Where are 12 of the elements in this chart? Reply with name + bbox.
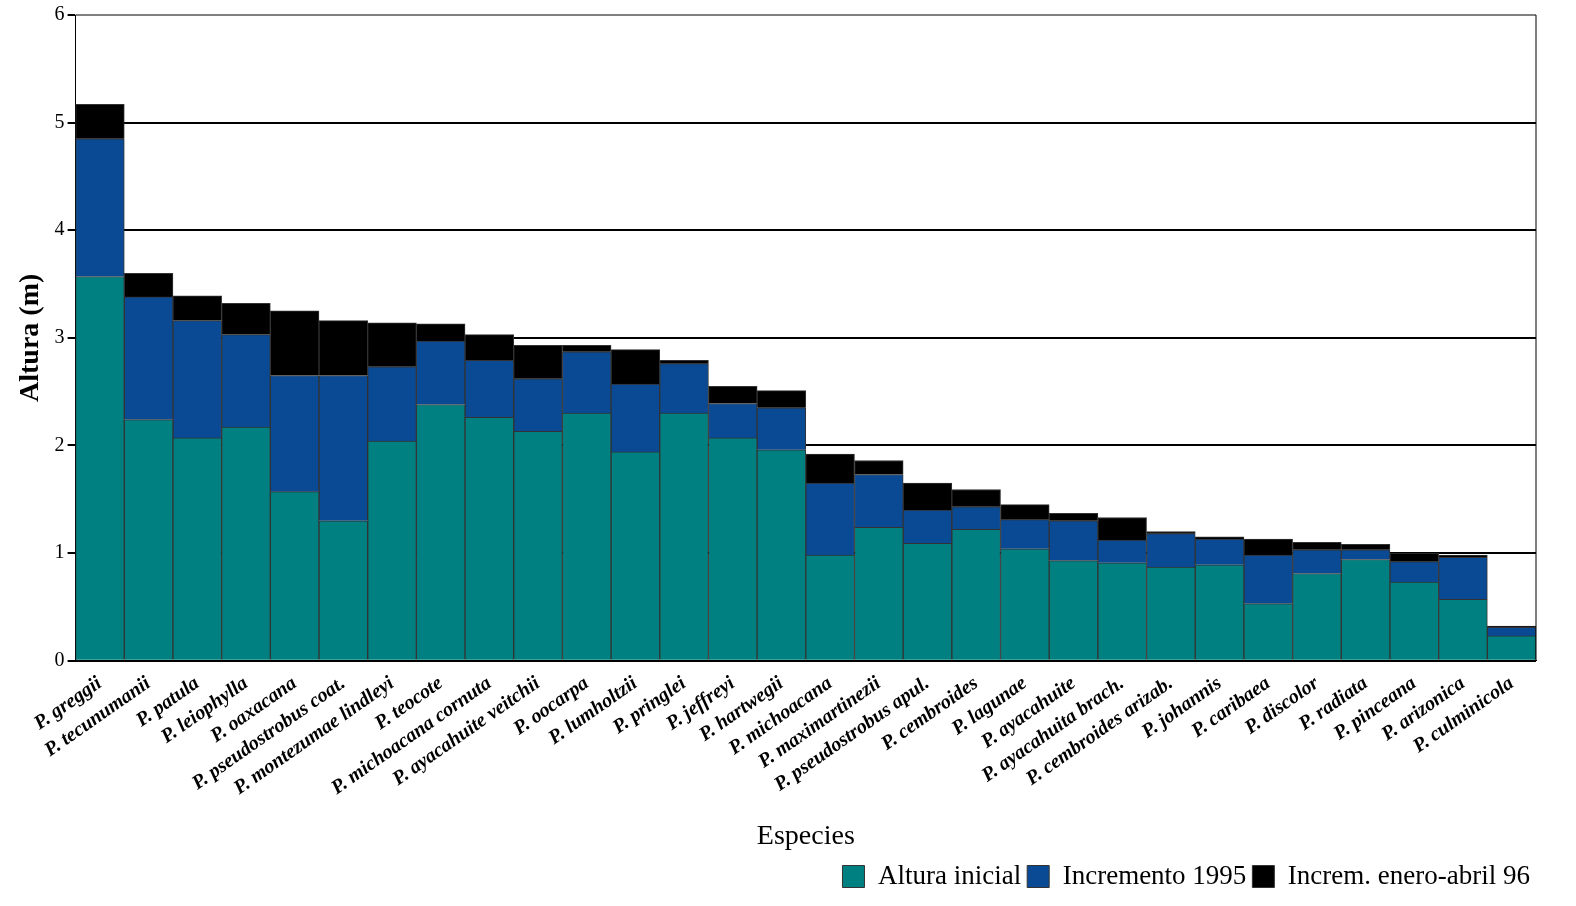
y-tick-label: 4 (54, 217, 65, 240)
legend-label: Altura inicial (877, 859, 1022, 890)
y-tick-label: 3 (54, 325, 65, 348)
y-tick-label: 1 (54, 540, 65, 563)
y-axis-title: Altura (m) (13, 273, 45, 402)
legend-label: Incremento 1995 (1062, 859, 1247, 890)
y-tick-label: 2 (54, 432, 65, 455)
y-tick-label: 0 (54, 647, 65, 670)
y-tick-label: 6 (54, 2, 65, 25)
legend-label: Increm. enero-abril 96 (1287, 859, 1531, 890)
y-tick-label: 5 (54, 109, 65, 132)
x-axis-title: Especies (756, 818, 855, 850)
